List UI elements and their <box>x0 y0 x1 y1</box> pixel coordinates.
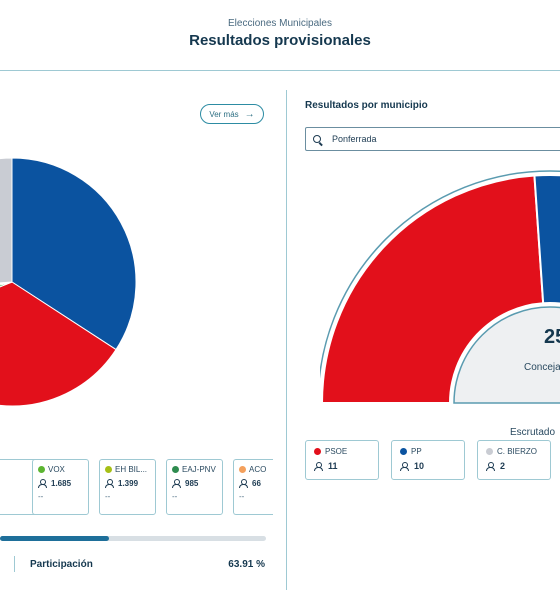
party-seats: 11 <box>328 461 338 471</box>
party-color-dot <box>105 466 112 473</box>
party-name: ACO <box>249 465 267 474</box>
seat-hemicycle <box>320 170 560 404</box>
election-type: Elecciones Municipales <box>228 18 332 29</box>
party-seats: 2 <box>500 461 506 471</box>
participation-value: 63.91 % <box>228 559 265 570</box>
hemicycle-outline <box>320 170 560 380</box>
municipal-party-card-c-bierzo[interactable]: C. BIERZO 2 <box>477 440 551 480</box>
party-card-eaj-pnv[interactable]: EAJ-PNV 985 -- <box>166 459 223 515</box>
pie-slice <box>0 157 13 284</box>
search-input[interactable] <box>330 133 534 145</box>
party-color-dot <box>239 466 246 473</box>
party-color-dot <box>38 466 45 473</box>
party-name: PP <box>411 447 422 456</box>
party-extra: -- <box>239 492 245 501</box>
party-card-vox[interactable]: VOX 1.685 -- <box>32 459 89 515</box>
section-title: Resultados por municipio <box>305 100 428 111</box>
escrutado-label: Escrutado <box>510 427 556 438</box>
person-icon <box>400 461 409 471</box>
hemicycle-center <box>453 306 560 404</box>
party-extra: -- <box>172 492 178 501</box>
party-name: C. BIERZO <box>497 447 538 456</box>
hemicycle-segment <box>533 174 560 305</box>
party-extra: -- <box>38 492 44 501</box>
municipal-party-card-pp[interactable]: PP 10 <box>391 440 465 480</box>
scrutiny-progress-fill <box>0 536 110 541</box>
person-icon <box>314 461 323 471</box>
party-card-aco[interactable]: ACO 66 -- <box>233 459 273 515</box>
person-icon <box>38 479 47 488</box>
participation-divider <box>14 556 15 572</box>
arrow-right-icon: → <box>244 108 255 120</box>
scrutiny-progress-bar <box>0 536 266 541</box>
party-color-dot <box>400 448 407 455</box>
party-seats: 10 <box>414 461 425 471</box>
party-name: PSOE <box>325 447 348 456</box>
total-seats: 25 <box>544 326 560 348</box>
party-name: EAJ-PNV <box>182 465 216 474</box>
person-icon <box>172 479 181 488</box>
party-votes: 1.399 <box>118 479 139 488</box>
party-name: EH BIL... <box>115 465 148 474</box>
pie-slice <box>0 281 117 407</box>
party-votes: 985 <box>185 479 199 488</box>
municipality-search[interactable] <box>305 127 560 151</box>
party-color-dot <box>172 466 179 473</box>
party-extra: -- <box>105 492 111 501</box>
national-results-pie <box>0 157 137 407</box>
party-color-dot <box>314 448 321 455</box>
ver-mas-button[interactable]: Ver más → <box>200 104 264 124</box>
hemicycle-segments <box>320 170 560 404</box>
participation-label: Participación <box>30 559 93 570</box>
search-icon <box>313 134 322 144</box>
person-icon <box>239 479 248 488</box>
column-divider <box>286 90 287 590</box>
party-votes: 1.685 <box>51 479 72 488</box>
ver-mas-label: Ver más <box>209 109 239 119</box>
party-name: VOX <box>48 465 65 474</box>
party-card-eh-bildu[interactable]: EH BIL... 1.399 -- <box>99 459 156 515</box>
person-icon <box>105 479 114 488</box>
party-votes: 66 <box>252 479 261 488</box>
hemicycle-segment <box>320 174 545 404</box>
page-title: Resultados provisionales <box>189 32 371 49</box>
pie-slices <box>0 157 137 407</box>
municipal-party-card-psoe[interactable]: PSOE 11 <box>305 440 379 480</box>
header-divider <box>0 70 560 71</box>
seats-label: Concejales <box>524 362 560 373</box>
party-color-dot <box>486 448 493 455</box>
page-header: Elecciones Municipales Resultados provis… <box>0 0 560 70</box>
person-icon <box>486 461 495 471</box>
